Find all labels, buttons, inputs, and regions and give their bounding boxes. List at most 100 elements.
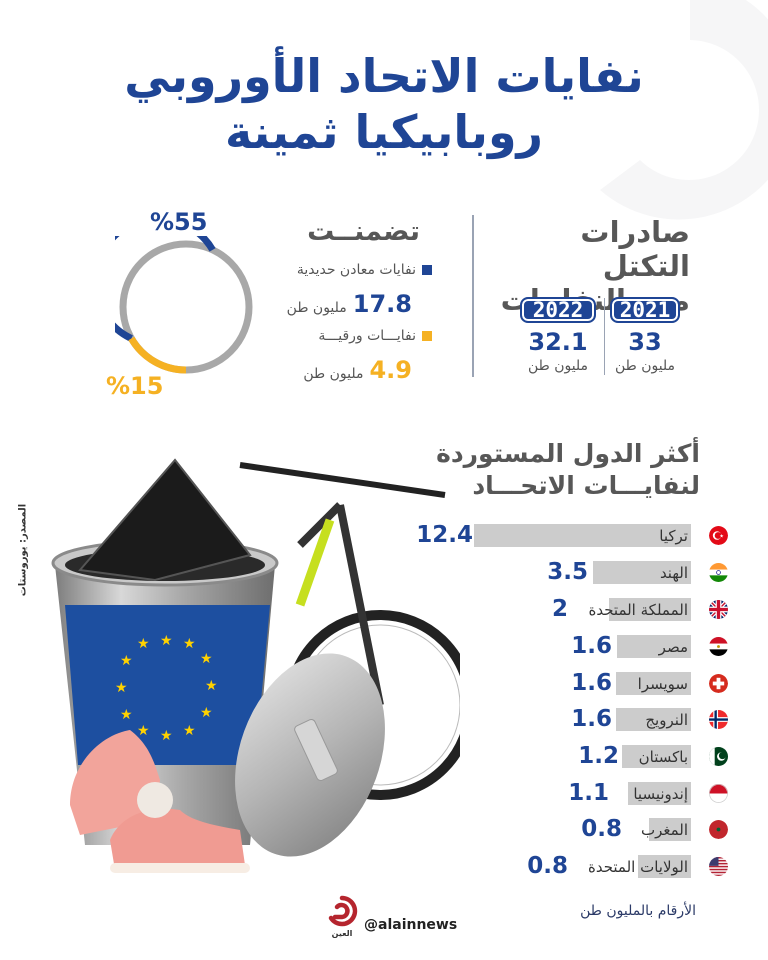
svg-text:★: ★: [137, 723, 150, 739]
year-value-2022: 32.1: [528, 328, 588, 356]
country-value: 1.1: [568, 780, 609, 806]
india-flag-icon: [709, 563, 728, 582]
country-row-indonesia: إندونيسيا 1.1: [380, 780, 760, 806]
sneakers-icon: [70, 730, 250, 873]
ferrous-metals-unit: مليون طن: [286, 300, 347, 316]
bar: [616, 708, 691, 731]
country-row-turkey: تركيا 12.4 ★: [380, 522, 760, 548]
tv-icon: [78, 458, 252, 582]
svg-text:★: ★: [160, 633, 173, 649]
alain-logo-icon: العين: [328, 895, 358, 938]
ferrous-metals-value: 17.8 مليون طن: [287, 290, 412, 318]
usa-flag-icon: [709, 857, 728, 876]
donut-yellow-segment: [128, 336, 187, 374]
country-row-morocco: المغرب 0.8: [380, 816, 760, 842]
blue-percentage-label: %55: [150, 208, 208, 236]
legend-ferrous-metals: نفايات معادن حديدية: [297, 262, 432, 278]
year-unit-2022: مليون طن: [527, 358, 589, 374]
country-value: 0.8: [527, 853, 568, 879]
country-row-pakistan: باكستان 1.2: [380, 743, 760, 769]
country-name: الولايات المتحدة: [587, 858, 688, 876]
country-value: 1.6: [571, 706, 612, 732]
switzerland-flag-icon: [709, 674, 728, 693]
yellow-percentage-label: %15: [106, 372, 164, 400]
year-value-2021: 33: [628, 328, 662, 356]
svg-text:★: ★: [120, 707, 133, 723]
svg-text:★: ★: [160, 728, 173, 744]
country-name: الهند: [659, 564, 688, 582]
source-text: المصدر: يوروستات: [17, 503, 29, 597]
eu-stars-icon: ★ ★★ ★★ ★★ ★★ ★★ ★: [115, 633, 218, 744]
country-value: 1.6: [571, 670, 612, 696]
svg-text:★: ★: [719, 533, 723, 539]
pakistan-flag-icon: [709, 747, 728, 766]
country-row-uk: المملكة المتحدة 2: [380, 596, 760, 622]
paper-waste-unit: مليون طن: [303, 366, 364, 382]
country-value: 0.8: [581, 816, 622, 842]
country-value: 1.6: [571, 633, 612, 659]
legend-label: نفايـــات ورقيـــة: [318, 328, 416, 344]
countries-heading-line-2: لنفايـــات الاتحـــاد: [472, 471, 700, 500]
country-row-norway: النرويج 1.6: [380, 706, 760, 732]
legend-square-yellow-icon: [422, 331, 432, 341]
year-badge-2021: 2021: [610, 297, 680, 323]
svg-text:★: ★: [137, 636, 150, 652]
svg-text:★: ★: [205, 678, 218, 694]
bar: [628, 782, 691, 805]
year-badge-2022: 2022: [520, 297, 596, 323]
bar: [609, 598, 691, 621]
units-footnote: الأرقام بالمليون طن: [580, 903, 696, 919]
country-name: إندونيسيا: [633, 785, 688, 803]
country-name: المغرب: [640, 821, 688, 839]
illustration-eu-trash-can: ★ ★★ ★★ ★★ ★★ ★★ ★: [51, 458, 460, 873]
legend-paper-waste: نفايـــات ورقيـــة: [318, 328, 432, 344]
page-title: نفايات الاتحاد الأوروبي روبابيكيا ثمينة: [0, 48, 768, 160]
morocco-flag-icon: [709, 820, 728, 839]
legend-square-blue-icon: [422, 265, 432, 275]
bar: [593, 561, 691, 584]
bar: [474, 524, 691, 547]
countries-heading-line-1: أكثر الدول المستوردة: [436, 439, 700, 468]
years-divider: [604, 298, 605, 375]
country-value: 2: [551, 596, 568, 622]
includes-heading: تضمنــت: [307, 216, 420, 247]
bar: [638, 855, 691, 878]
svg-text:★: ★: [183, 636, 196, 652]
norway-flag-icon: [709, 710, 728, 729]
social-handle: @alainnews: [364, 917, 458, 933]
bar: [649, 818, 691, 841]
eu-flag-wrap: [65, 605, 270, 765]
country-name: تركيا: [659, 527, 688, 545]
svg-text:★: ★: [183, 723, 196, 739]
logo-text: العين: [332, 929, 353, 938]
section-divider: [472, 215, 474, 377]
svg-text:★: ★: [120, 653, 133, 669]
indonesia-flag-icon: [709, 784, 728, 803]
country-row-egypt: مصر 1.6: [380, 633, 760, 659]
donut-chart: [115, 236, 253, 374]
country-name: النرويج: [645, 711, 688, 729]
paper-waste-number: 4.9: [369, 356, 412, 384]
country-name: المملكة المتحدة: [588, 601, 689, 619]
paper-waste-value: 4.9 مليون طن: [303, 356, 412, 384]
turkey-flag-icon: ★: [709, 526, 728, 545]
bar: [622, 745, 691, 768]
country-value: 3.5: [547, 559, 588, 585]
country-row-india: الهند 3.5: [380, 559, 760, 585]
egypt-flag-icon: [709, 637, 728, 656]
bar: [617, 635, 691, 658]
bar: [616, 672, 691, 695]
countries-heading: أكثر الدول المستوردة لنفايـــات الاتحـــ…: [430, 438, 700, 502]
country-name: سويسرا: [637, 675, 688, 693]
country-name: باكستان: [638, 748, 688, 766]
ferrous-metals-number: 17.8: [352, 290, 412, 318]
country-name: مصر: [658, 638, 688, 656]
country-row-usa: الولايات المتحدة 0.8: [380, 853, 760, 879]
svg-text:★: ★: [200, 705, 213, 721]
svg-text:★: ★: [200, 651, 213, 667]
exports-heading-line-1: صادرات التكتل: [580, 215, 690, 283]
uk-flag-icon: [709, 600, 728, 619]
country-value: 1.2: [578, 743, 619, 769]
year-unit-2021: مليون طن: [614, 358, 676, 374]
svg-text:★: ★: [115, 680, 128, 696]
